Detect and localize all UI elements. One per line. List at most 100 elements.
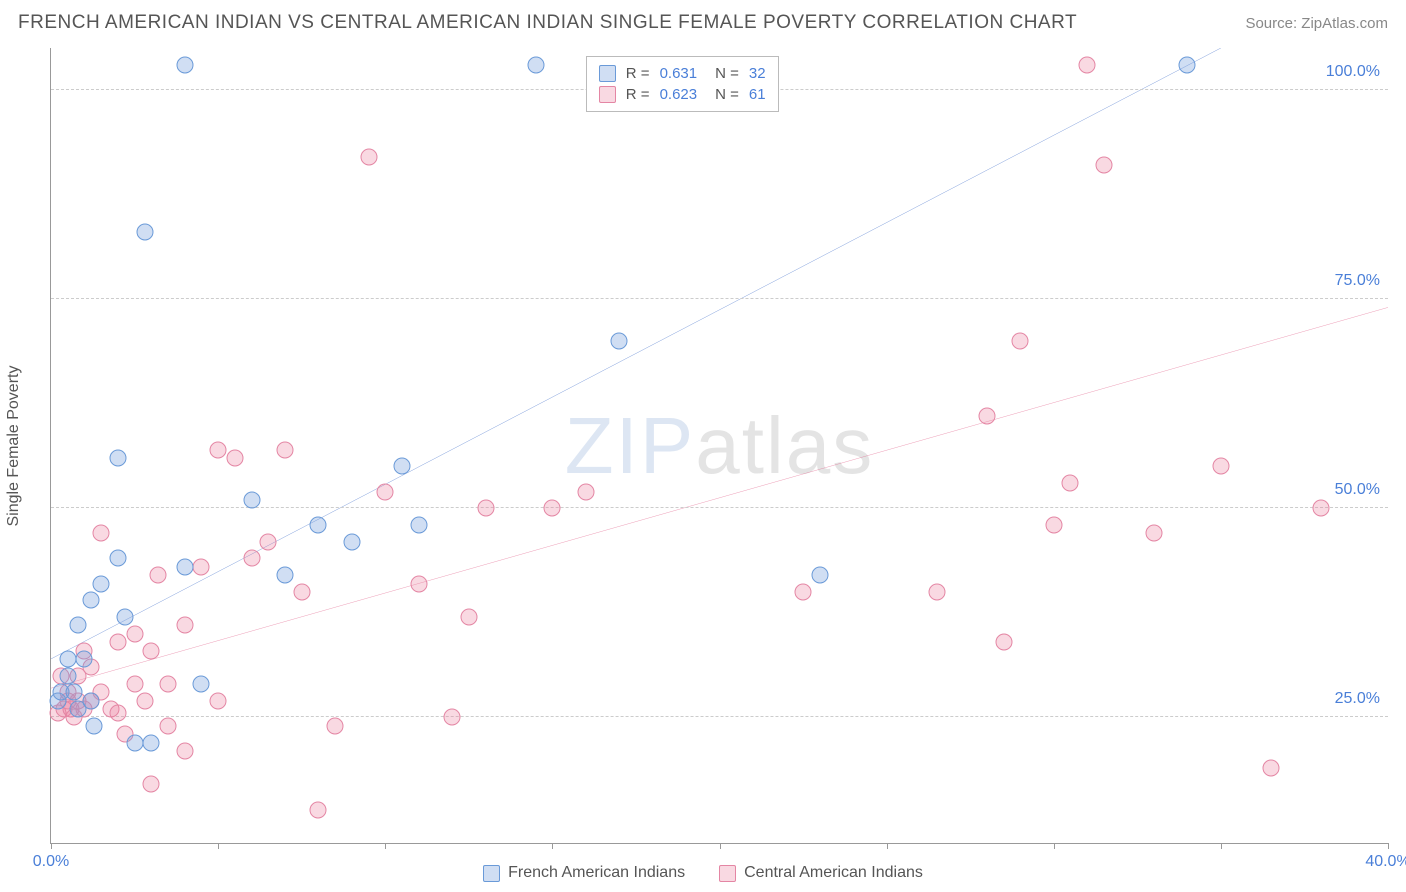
scatter-point-french	[143, 734, 160, 751]
scatter-point-central	[149, 567, 166, 584]
scatter-point-central	[176, 617, 193, 634]
scatter-point-french	[83, 592, 100, 609]
chart-area: ZIPatlas 25.0%50.0%75.0%100.0%0.0%40.0%R…	[50, 48, 1388, 844]
scatter-point-central	[1313, 500, 1330, 517]
scatter-point-central	[226, 450, 243, 467]
swatch-icon	[719, 865, 736, 882]
scatter-point-central	[1012, 332, 1029, 349]
scatter-point-french	[276, 567, 293, 584]
scatter-point-french	[59, 650, 76, 667]
y-axis-label: Single Female Poverty	[5, 366, 23, 527]
stats-box: R = 0.631 N = 32R = 0.623 N = 61	[586, 56, 779, 112]
scatter-point-central	[360, 148, 377, 165]
scatter-point-french	[611, 332, 628, 349]
scatter-point-french	[83, 692, 100, 709]
x-tick	[887, 843, 888, 849]
scatter-point-french	[69, 617, 86, 634]
scatter-point-french	[193, 676, 210, 693]
y-tick-label: 100.0%	[1326, 63, 1380, 81]
stat-r-label: R =	[626, 65, 650, 82]
stat-n-value: 61	[749, 86, 766, 103]
scatter-point-central	[327, 717, 344, 734]
x-tick	[385, 843, 386, 849]
scatter-point-central	[159, 717, 176, 734]
scatter-point-central	[577, 483, 594, 500]
y-tick-label: 25.0%	[1335, 690, 1380, 708]
scatter-point-central	[1095, 157, 1112, 174]
x-tick	[552, 843, 553, 849]
x-tick	[218, 843, 219, 849]
scatter-point-french	[86, 717, 103, 734]
x-tick	[1388, 843, 1389, 849]
scatter-point-central	[143, 776, 160, 793]
x-tick	[1054, 843, 1055, 849]
swatch-icon	[599, 65, 616, 82]
scatter-point-french	[410, 517, 427, 534]
scatter-point-central	[193, 558, 210, 575]
scatter-point-central	[544, 500, 561, 517]
scatter-point-french	[66, 684, 83, 701]
scatter-point-french	[126, 734, 143, 751]
trend-line-french	[51, 48, 1221, 659]
scatter-point-central	[176, 742, 193, 759]
bottom-legend: French American Indians Central American …	[0, 864, 1406, 882]
scatter-point-central	[243, 550, 260, 567]
scatter-point-central	[460, 609, 477, 626]
scatter-point-french	[343, 533, 360, 550]
scatter-point-french	[136, 224, 153, 241]
scatter-point-central	[210, 441, 227, 458]
legend-item-french: French American Indians	[483, 864, 685, 882]
scatter-point-central	[126, 676, 143, 693]
stat-r-value: 0.631	[660, 65, 698, 82]
scatter-point-central	[1263, 759, 1280, 776]
legend-label: French American Indians	[508, 864, 685, 882]
stat-n-value: 32	[749, 65, 766, 82]
x-tick	[720, 843, 721, 849]
scatter-point-french	[109, 450, 126, 467]
stat-r-value: 0.623	[660, 86, 698, 103]
watermark: ZIPatlas	[565, 400, 874, 492]
scatter-point-central	[126, 625, 143, 642]
scatter-point-central	[444, 709, 461, 726]
scatter-point-central	[136, 692, 153, 709]
stat-n-label: N =	[715, 65, 739, 82]
scatter-point-central	[159, 676, 176, 693]
x-tick	[1221, 843, 1222, 849]
scatter-point-french	[116, 609, 133, 626]
scatter-point-central	[276, 441, 293, 458]
scatter-point-central	[1212, 458, 1229, 475]
scatter-point-french	[109, 550, 126, 567]
swatch-icon	[599, 86, 616, 103]
x-tick	[51, 843, 52, 849]
scatter-point-french	[76, 650, 93, 667]
scatter-point-central	[109, 705, 126, 722]
scatter-point-french	[1179, 56, 1196, 73]
scatter-point-central	[143, 642, 160, 659]
watermark-atlas: atlas	[695, 401, 874, 490]
scatter-point-french	[93, 575, 110, 592]
scatter-point-central	[293, 583, 310, 600]
scatter-point-central	[377, 483, 394, 500]
scatter-point-central	[210, 692, 227, 709]
scatter-point-central	[477, 500, 494, 517]
scatter-point-central	[928, 583, 945, 600]
scatter-point-central	[410, 575, 427, 592]
scatter-point-central	[260, 533, 277, 550]
scatter-point-central	[310, 801, 327, 818]
legend-label: Central American Indians	[744, 864, 923, 882]
gridline	[51, 298, 1388, 299]
y-tick-label: 75.0%	[1335, 272, 1380, 290]
chart-title: FRENCH AMERICAN INDIAN VS CENTRAL AMERIC…	[18, 12, 1077, 34]
scatter-point-french	[176, 56, 193, 73]
scatter-point-french	[811, 567, 828, 584]
stats-row-french: R = 0.631 N = 32	[599, 63, 766, 84]
scatter-point-french	[176, 558, 193, 575]
stat-n-label: N =	[715, 86, 739, 103]
gridline	[51, 716, 1388, 717]
source-credit: Source: ZipAtlas.com	[1245, 15, 1388, 32]
scatter-point-french	[59, 667, 76, 684]
scatter-point-central	[978, 408, 995, 425]
scatter-point-central	[795, 583, 812, 600]
scatter-point-central	[1062, 475, 1079, 492]
chart-header: FRENCH AMERICAN INDIAN VS CENTRAL AMERIC…	[0, 0, 1406, 42]
